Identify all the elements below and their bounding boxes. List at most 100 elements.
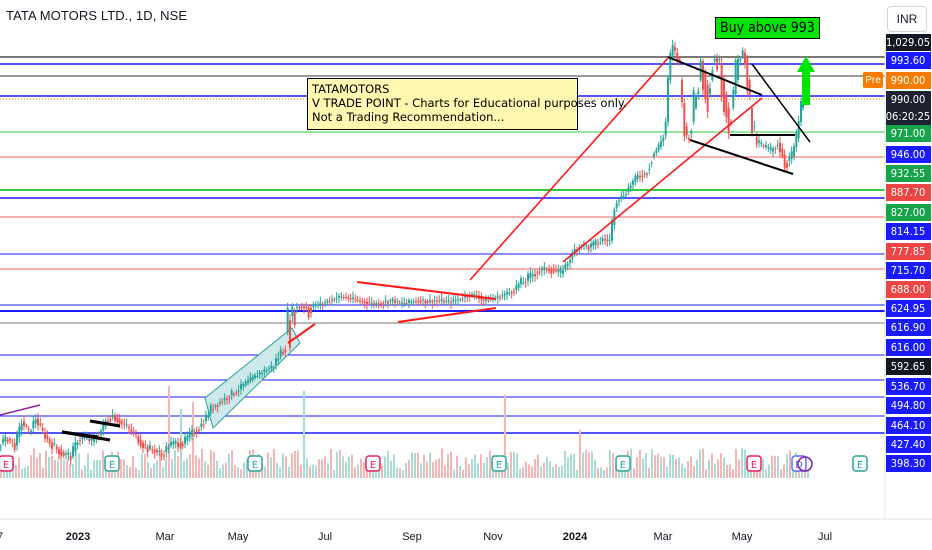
volume-bar bbox=[633, 468, 635, 478]
candle-body bbox=[604, 239, 606, 241]
candle-body bbox=[363, 301, 366, 303]
candle-body bbox=[515, 285, 518, 290]
volume-bar bbox=[90, 469, 92, 478]
candle-body bbox=[90, 438, 93, 441]
candle-body bbox=[235, 392, 238, 394]
candle-body bbox=[552, 269, 555, 272]
candle-body bbox=[349, 298, 352, 300]
volume-bar bbox=[288, 466, 290, 478]
candle-body bbox=[132, 431, 135, 433]
volume-bar bbox=[558, 467, 560, 478]
candle-body bbox=[67, 452, 70, 455]
candle-body bbox=[709, 88, 711, 94]
event-marker-label: E bbox=[857, 460, 863, 471]
volume-bar bbox=[597, 467, 599, 478]
volume-bar bbox=[525, 461, 527, 478]
candle-body bbox=[772, 148, 774, 152]
candle-body bbox=[331, 299, 333, 301]
candle-body bbox=[419, 300, 422, 303]
horizontal-levels bbox=[0, 56, 885, 434]
volume-bar bbox=[54, 460, 56, 478]
volume-bar bbox=[762, 458, 764, 478]
candle-body bbox=[261, 372, 263, 374]
volume-bar bbox=[660, 457, 662, 478]
volume-bar bbox=[315, 465, 317, 478]
candle-body bbox=[144, 444, 147, 446]
currency-button[interactable]: INR bbox=[887, 6, 927, 32]
price-tag-label: 777.85 bbox=[891, 245, 926, 258]
event-marker-label: E bbox=[496, 460, 502, 471]
volume-bar bbox=[585, 449, 587, 478]
price-tag-label: 990.00 bbox=[891, 74, 926, 87]
volume-bar bbox=[21, 468, 23, 478]
candle-body bbox=[373, 303, 375, 305]
candle-body bbox=[741, 50, 744, 57]
candle-body bbox=[674, 47, 676, 51]
candle-body bbox=[622, 195, 625, 197]
event-marker bbox=[0, 455, 14, 472]
volume-bar bbox=[240, 469, 242, 478]
volume-bar bbox=[639, 449, 641, 478]
candle-body bbox=[506, 292, 508, 295]
candle-body bbox=[361, 300, 364, 302]
candle-body bbox=[370, 302, 373, 304]
candle-body bbox=[277, 358, 280, 361]
candle-body bbox=[375, 303, 378, 305]
candle-body bbox=[503, 294, 506, 296]
volume-bar bbox=[471, 459, 473, 478]
candle-body bbox=[18, 426, 21, 438]
candle-body bbox=[172, 441, 175, 445]
volume-bar bbox=[504, 394, 506, 478]
candle-body bbox=[198, 429, 200, 431]
candle-body bbox=[517, 283, 520, 288]
candle-body bbox=[459, 299, 462, 301]
candle-body bbox=[55, 446, 58, 450]
candle-body bbox=[352, 297, 354, 299]
volume-bar bbox=[144, 454, 146, 478]
candle-body bbox=[170, 442, 172, 446]
price-tag bbox=[886, 417, 931, 434]
time-tick-label: Mar bbox=[654, 531, 673, 543]
volume-bar bbox=[687, 461, 689, 478]
candle-body bbox=[9, 438, 11, 441]
candle-body bbox=[438, 300, 441, 302]
volume-bar bbox=[297, 450, 299, 478]
candle-body bbox=[221, 401, 224, 403]
volume-bar bbox=[783, 464, 785, 478]
candle-body bbox=[562, 270, 564, 274]
candle-body bbox=[410, 301, 413, 303]
volume-bar bbox=[462, 469, 464, 478]
candle-body bbox=[683, 103, 686, 137]
candle-body bbox=[704, 71, 707, 100]
candle-body bbox=[237, 390, 240, 392]
candle-body bbox=[412, 301, 415, 303]
candle-body bbox=[307, 307, 310, 318]
volume-bar bbox=[738, 459, 740, 478]
volume-bar bbox=[717, 459, 719, 478]
candle-body bbox=[396, 300, 399, 302]
candle-body bbox=[422, 299, 424, 301]
candle-body bbox=[445, 300, 448, 302]
price-tag bbox=[886, 319, 931, 336]
volume-bar bbox=[603, 469, 605, 478]
candle-body bbox=[181, 443, 184, 447]
candle-body bbox=[417, 300, 420, 302]
candle-body bbox=[146, 446, 149, 453]
price-tag-label: 1,029.05 bbox=[886, 36, 930, 49]
candle-body bbox=[380, 303, 382, 305]
candle-body bbox=[758, 140, 760, 143]
candle-body bbox=[324, 302, 326, 304]
candle-body bbox=[730, 121, 732, 123]
volume-bar bbox=[42, 468, 44, 478]
candle-body bbox=[247, 380, 249, 384]
candle-body bbox=[226, 398, 228, 400]
volume-bar bbox=[630, 448, 632, 478]
candle-body bbox=[254, 375, 256, 379]
volume-bar bbox=[210, 450, 212, 478]
event-marker bbox=[365, 455, 381, 472]
candle-body bbox=[214, 405, 217, 407]
candle-body bbox=[527, 274, 529, 281]
volume-bar bbox=[522, 467, 524, 478]
note-line-3: Not a Trading Recommendation... bbox=[312, 110, 505, 124]
